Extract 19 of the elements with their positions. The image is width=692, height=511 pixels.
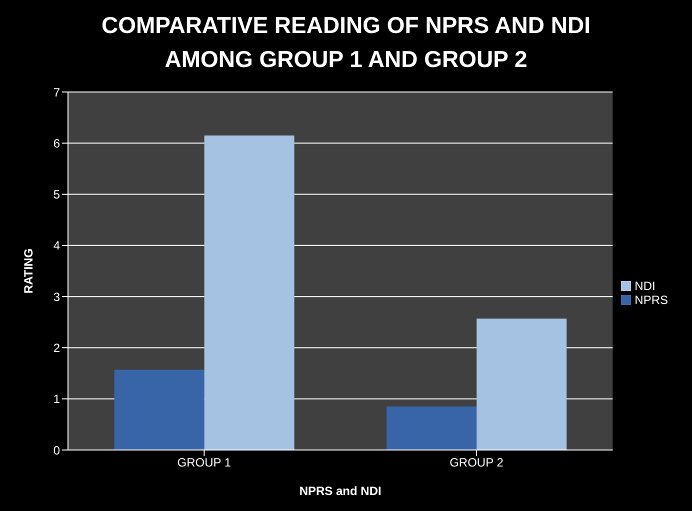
y-tick-label: 5	[53, 188, 60, 202]
legend-label: NDI	[634, 278, 656, 292]
x-tick-label: GROUP 1	[177, 456, 232, 470]
y-tick-label: 0	[53, 443, 60, 458]
bar	[386, 406, 477, 450]
y-tick-label: 4	[53, 238, 60, 253]
x-axis-title: NPRS and NDI	[299, 484, 382, 498]
y-tick-label: 1	[53, 392, 60, 406]
y-tick-label: 7	[53, 85, 60, 100]
bar	[114, 370, 204, 450]
y-tick-label: 6	[53, 136, 60, 150]
y-tick-label: 3	[53, 290, 60, 304]
legend-label: NPRS	[634, 292, 668, 306]
bar	[204, 135, 294, 450]
y-axis-title: RATING	[21, 248, 36, 294]
bar	[476, 318, 567, 450]
x-tick-label: GROUP 2	[450, 456, 504, 470]
y-tick-label: 2	[53, 340, 60, 355]
chart-title: COMPARATIVE READING OF NPRS AND NDI AMONG GROUP 1 AND GROUP 2	[100, 11, 592, 74]
